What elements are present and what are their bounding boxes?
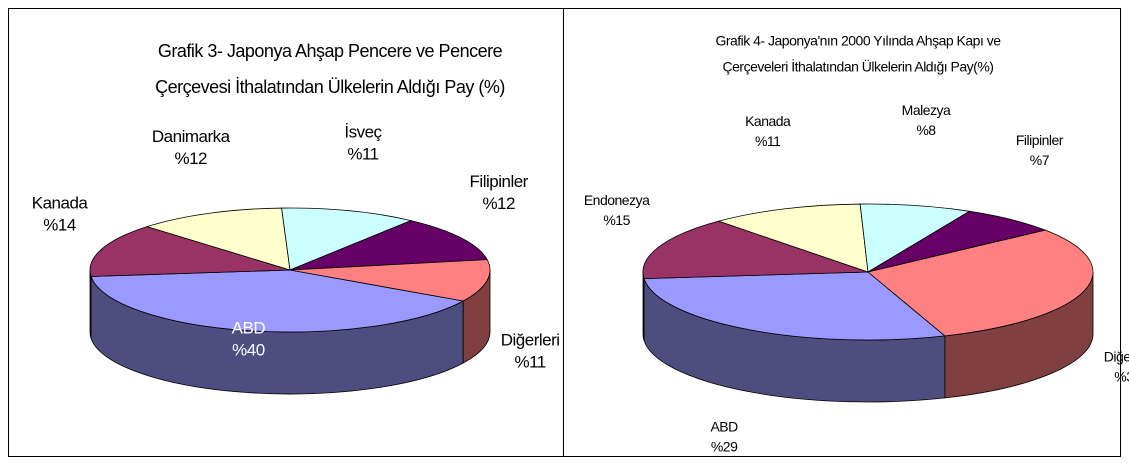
slice-value: %7: [1030, 152, 1050, 168]
slice-value: %11: [515, 353, 546, 372]
slice-value: %12: [174, 149, 207, 168]
slice: [145, 207, 291, 271]
slice-label: Kanada: [745, 113, 791, 129]
slice-label: Diğerleri: [1104, 348, 1129, 364]
chart-title: Çerçeveleri İthalatından Ülkelerin Aldığ…: [723, 58, 994, 75]
slice: [90, 269, 465, 333]
slice-side: [642, 271, 645, 341]
panel-right: [563, 8, 1121, 457]
slice-value: %14: [43, 216, 76, 235]
slice-value: %30: [1114, 368, 1129, 384]
slice-value: %15: [603, 212, 630, 228]
slice-label: Danimarka: [152, 127, 231, 146]
slice: [642, 220, 869, 280]
slice: [717, 203, 869, 273]
slice-label: İsveç: [344, 123, 382, 142]
slice-label: Filipinler: [1016, 132, 1064, 148]
slice: [89, 226, 291, 277]
slice-value: %11: [755, 133, 781, 149]
slice: [281, 207, 413, 271]
slice-label: Filipinler: [470, 172, 529, 191]
slice-label: ABD: [710, 418, 738, 434]
chart-title: Grafik 3- Japonya Ahşap Pencere ve Pence…: [158, 41, 503, 61]
slice: [289, 220, 488, 271]
slice: [859, 203, 971, 273]
slice: [867, 229, 1094, 337]
slice-value: %8: [916, 122, 936, 138]
chart-title: Çerçevesi İthalatından Ülkelerin Aldığı …: [155, 77, 505, 97]
slice-value: %29: [711, 438, 738, 454]
slice-value: %12: [482, 194, 515, 213]
slice-label: Kanada: [32, 194, 89, 213]
slice-value: %40: [232, 340, 265, 359]
slice-label: Endonezya: [584, 192, 650, 208]
slice-label: Malezya: [902, 102, 951, 118]
slice: [643, 271, 946, 341]
chart-title: Grafik 4- Japonya'nın 2000 Yılında Ahşap…: [715, 33, 1001, 49]
slice-label: ABD: [232, 318, 266, 337]
slice-label: Diğerleri: [501, 331, 560, 350]
slice-side: [89, 269, 92, 339]
slice-value: %11: [347, 145, 378, 164]
slice: [289, 259, 491, 302]
